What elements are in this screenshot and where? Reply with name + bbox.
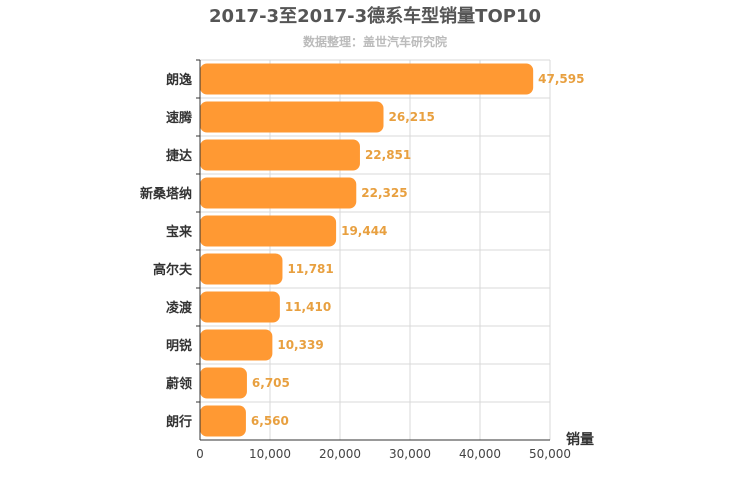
gridlines bbox=[200, 59, 551, 441]
bar bbox=[200, 405, 246, 437]
data-label: 19,444 bbox=[341, 224, 387, 238]
category-label: 宝来 bbox=[166, 224, 193, 240]
category-label: 朗逸 bbox=[166, 72, 192, 88]
data-label: 6,705 bbox=[252, 376, 290, 390]
category-label: 蔚领 bbox=[166, 376, 192, 392]
x-axis-title: 销量 bbox=[566, 431, 594, 448]
data-label: 11,781 bbox=[287, 262, 333, 276]
data-label: 47,595 bbox=[538, 72, 584, 86]
data-label: 11,410 bbox=[285, 300, 331, 314]
chart-title: 2017-3至2017-3德系车型销量TOP10 bbox=[209, 5, 541, 27]
x-tick-label: 40,000 bbox=[459, 447, 501, 461]
data-label: 26,215 bbox=[389, 110, 435, 124]
chart-subtitle: 数据整理：盖世汽车研究院 bbox=[303, 34, 447, 49]
category-label: 高尔夫 bbox=[153, 262, 193, 278]
category-label: 新桑塔纳 bbox=[140, 186, 192, 202]
bars: 47,595 26,215 22,851 22,325 19,444 11,781 11,4… bbox=[200, 63, 584, 437]
data-label: 22,851 bbox=[365, 148, 411, 162]
category-label: 明锐 bbox=[166, 338, 192, 354]
bar bbox=[200, 139, 360, 171]
data-label: 22,325 bbox=[361, 186, 407, 200]
axes: 0 10,000 20,000 30,000 40,000 50,000 朗逸速腾捷达新桑塔… bbox=[140, 59, 571, 461]
category-label: 朗行 bbox=[166, 414, 192, 430]
bar bbox=[200, 177, 357, 209]
x-tick-label: 30,000 bbox=[389, 447, 431, 461]
bar bbox=[200, 329, 273, 361]
category-label: 速腾 bbox=[166, 110, 193, 126]
bar bbox=[200, 253, 283, 285]
bar bbox=[200, 215, 337, 247]
bar bbox=[200, 101, 384, 133]
bar bbox=[200, 63, 534, 95]
category-label: 凌渡 bbox=[166, 300, 193, 316]
x-tick-label: 10,000 bbox=[249, 447, 291, 461]
data-label: 6,560 bbox=[251, 414, 289, 428]
data-label: 10,339 bbox=[277, 338, 323, 352]
bar bbox=[200, 291, 280, 323]
x-tick-label: 50,000 bbox=[529, 447, 571, 461]
x-tick-label: 0 bbox=[196, 447, 204, 461]
x-tick-label: 20,000 bbox=[319, 447, 361, 461]
bar bbox=[200, 367, 247, 399]
category-label: 捷达 bbox=[166, 148, 192, 164]
